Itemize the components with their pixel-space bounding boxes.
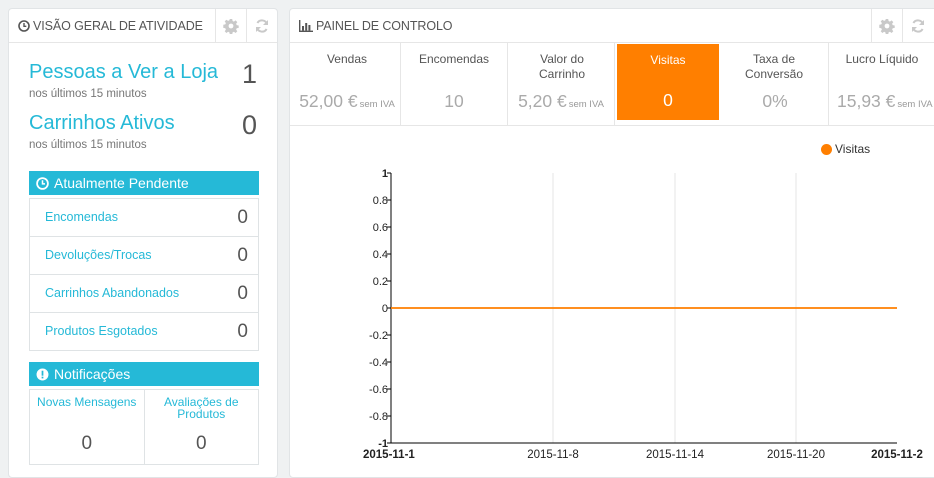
- chart-y-tick-label: -1: [378, 438, 388, 450]
- clock-icon: [18, 19, 30, 32]
- kpi-label: Valor do Carrinho: [538, 52, 586, 81]
- kpi-tab-net-profit[interactable]: Lucro Líquido 15,93 € sem IVA: [829, 43, 934, 125]
- notification-value: 0: [81, 433, 93, 454]
- gear-icon: [879, 18, 895, 34]
- pending-section-title: Atualmente Pendente: [54, 175, 189, 191]
- online-visitors-count: 1: [241, 59, 257, 89]
- chart-y-tick-label: -0.4: [369, 357, 388, 369]
- notifications-grid: Novas Mensagens 0 Avaliações de Produtos…: [29, 389, 259, 465]
- active-carts-period: nos últimos 15 minutos: [29, 139, 147, 151]
- activity-panel-header: Visão Geral de Atividade: [9, 9, 277, 43]
- pending-item-label[interactable]: Produtos Esgotados: [45, 324, 158, 338]
- dashboard-panel-header: Painel de Controlo: [290, 9, 934, 43]
- online-visitors-link[interactable]: Pessoas a Ver a Loja: [29, 61, 219, 83]
- activity-panel-title: Visão Geral de Atividade: [33, 18, 203, 33]
- kpi-value: 0%: [762, 91, 788, 111]
- pending-item-label[interactable]: Carrinhos Abandonados: [45, 286, 180, 300]
- pending-item-abandoned-carts[interactable]: Carrinhos Abandonados 0: [30, 274, 258, 312]
- pending-item-value: 0: [237, 283, 248, 304]
- chart-x-tick-label: 2015-11-14: [646, 449, 705, 461]
- chart-y-tick-label: -0.6: [369, 384, 388, 396]
- refresh-icon: [912, 18, 924, 33]
- dashboard-panel: Painel de Controlo Vendas 52,00: [289, 8, 934, 478]
- chart-y-tick-label: 0.2: [373, 276, 388, 288]
- chart-y-tick-label: 0.8: [373, 195, 388, 207]
- gear-icon: [223, 18, 239, 34]
- notifications-section-title: Notificações: [54, 366, 131, 382]
- bar-chart-icon: [299, 19, 313, 32]
- chart-y-tick-label: -0.8: [369, 411, 388, 423]
- dashboard-panel-title: Painel de Controlo: [316, 18, 453, 33]
- kpi-label: Vendas: [326, 52, 368, 66]
- visits-chart: 10.80.60.40.20-0.2-0.4-0.6-0.8-12015-11-…: [363, 168, 923, 461]
- pending-item-value: 0: [237, 245, 248, 266]
- kpi-divider: [290, 125, 934, 126]
- notification-label[interactable]: Avaliações de Produtos: [164, 395, 239, 421]
- active-carts-link[interactable]: Carrinhos Ativos: [29, 112, 175, 134]
- chart-x-tick-label: 2015-11-8: [527, 449, 579, 461]
- notification-new-messages[interactable]: Novas Mensagens 0: [30, 390, 144, 464]
- chart-y-tick-label: 0.6: [373, 222, 388, 234]
- kpi-value: 0: [663, 90, 673, 110]
- notification-product-reviews[interactable]: Avaliações de Produtos 0: [143, 390, 259, 464]
- notifications-section-header: Notificações: [29, 362, 259, 386]
- kpi-label: Taxa de Conversão: [744, 52, 804, 81]
- kpi-label: Lucro Líquido: [845, 52, 919, 66]
- kpi-value: 10: [444, 91, 464, 111]
- chart-y-tick-label: 0.4: [373, 249, 388, 261]
- clock-icon: [36, 176, 49, 190]
- exclamation-icon: [36, 368, 49, 380]
- kpi-tab-visits[interactable]: Visitas 0: [617, 44, 719, 120]
- refresh-button[interactable]: [246, 9, 277, 42]
- chart-y-tick-label: 0: [382, 303, 388, 315]
- kpi-label: Encomendas: [418, 52, 490, 66]
- activity-overview-panel: Visão Geral de Atividade Pessoas a Ver a…: [8, 8, 278, 478]
- pending-item-returns[interactable]: Devoluções/Trocas 0: [30, 236, 258, 274]
- notification-label[interactable]: Novas Mensagens: [37, 395, 137, 409]
- active-carts-count: 0: [241, 110, 257, 140]
- chart-x-tick-label: 2015-11-1: [363, 449, 415, 461]
- legend-label: Visitas: [835, 142, 871, 156]
- kpi-tab-cart-value[interactable]: Valor do Carrinho 5,20 € sem IVA: [508, 43, 615, 125]
- pending-item-value: 0: [237, 321, 248, 342]
- kpi-tab-conversion-rate[interactable]: Taxa de Conversão 0%: [722, 43, 829, 125]
- kpi-tab-sales[interactable]: Vendas 52,00 € sem IVA: [294, 43, 401, 125]
- chart-x-tick-label: 2015-11-20: [767, 449, 825, 461]
- pending-item-orders[interactable]: Encomendas 0: [30, 198, 258, 236]
- kpi-value: 5,20 € sem IVA: [518, 91, 604, 111]
- pending-item-label[interactable]: Encomendas: [45, 210, 118, 224]
- chart-y-tick-label: 1: [382, 168, 388, 180]
- pending-list: Encomendas 0 Devoluções/Trocas 0 Carrinh…: [29, 198, 259, 351]
- pending-item-label[interactable]: Devoluções/Trocas: [45, 248, 152, 262]
- chart-legend[interactable]: Visitas: [821, 142, 870, 156]
- legend-swatch: [821, 143, 832, 155]
- configure-button[interactable]: [215, 9, 246, 42]
- pending-item-value: 0: [237, 207, 248, 228]
- kpi-label: Visitas: [650, 53, 686, 67]
- chart-x-tick-label: 2015-11-2: [871, 449, 923, 461]
- kpi-tab-orders[interactable]: Encomendas 10: [401, 43, 508, 125]
- refresh-button[interactable]: [902, 9, 933, 42]
- pending-item-out-of-stock[interactable]: Produtos Esgotados 0: [30, 312, 258, 350]
- configure-button[interactable]: [871, 9, 902, 42]
- notification-value: 0: [195, 433, 207, 454]
- kpi-value: 15,93 € sem IVA: [837, 91, 933, 111]
- kpi-value: 52,00 € sem IVA: [299, 91, 395, 111]
- kpi-tabs: Vendas 52,00 € sem IVA Encomendas 10 Valo…: [294, 43, 934, 125]
- chart-y-tick-label: -0.2: [369, 330, 388, 342]
- online-visitors-period: nos últimos 15 minutos: [29, 88, 147, 100]
- refresh-icon: [256, 18, 268, 33]
- pending-section-header: Atualmente Pendente: [29, 171, 259, 195]
